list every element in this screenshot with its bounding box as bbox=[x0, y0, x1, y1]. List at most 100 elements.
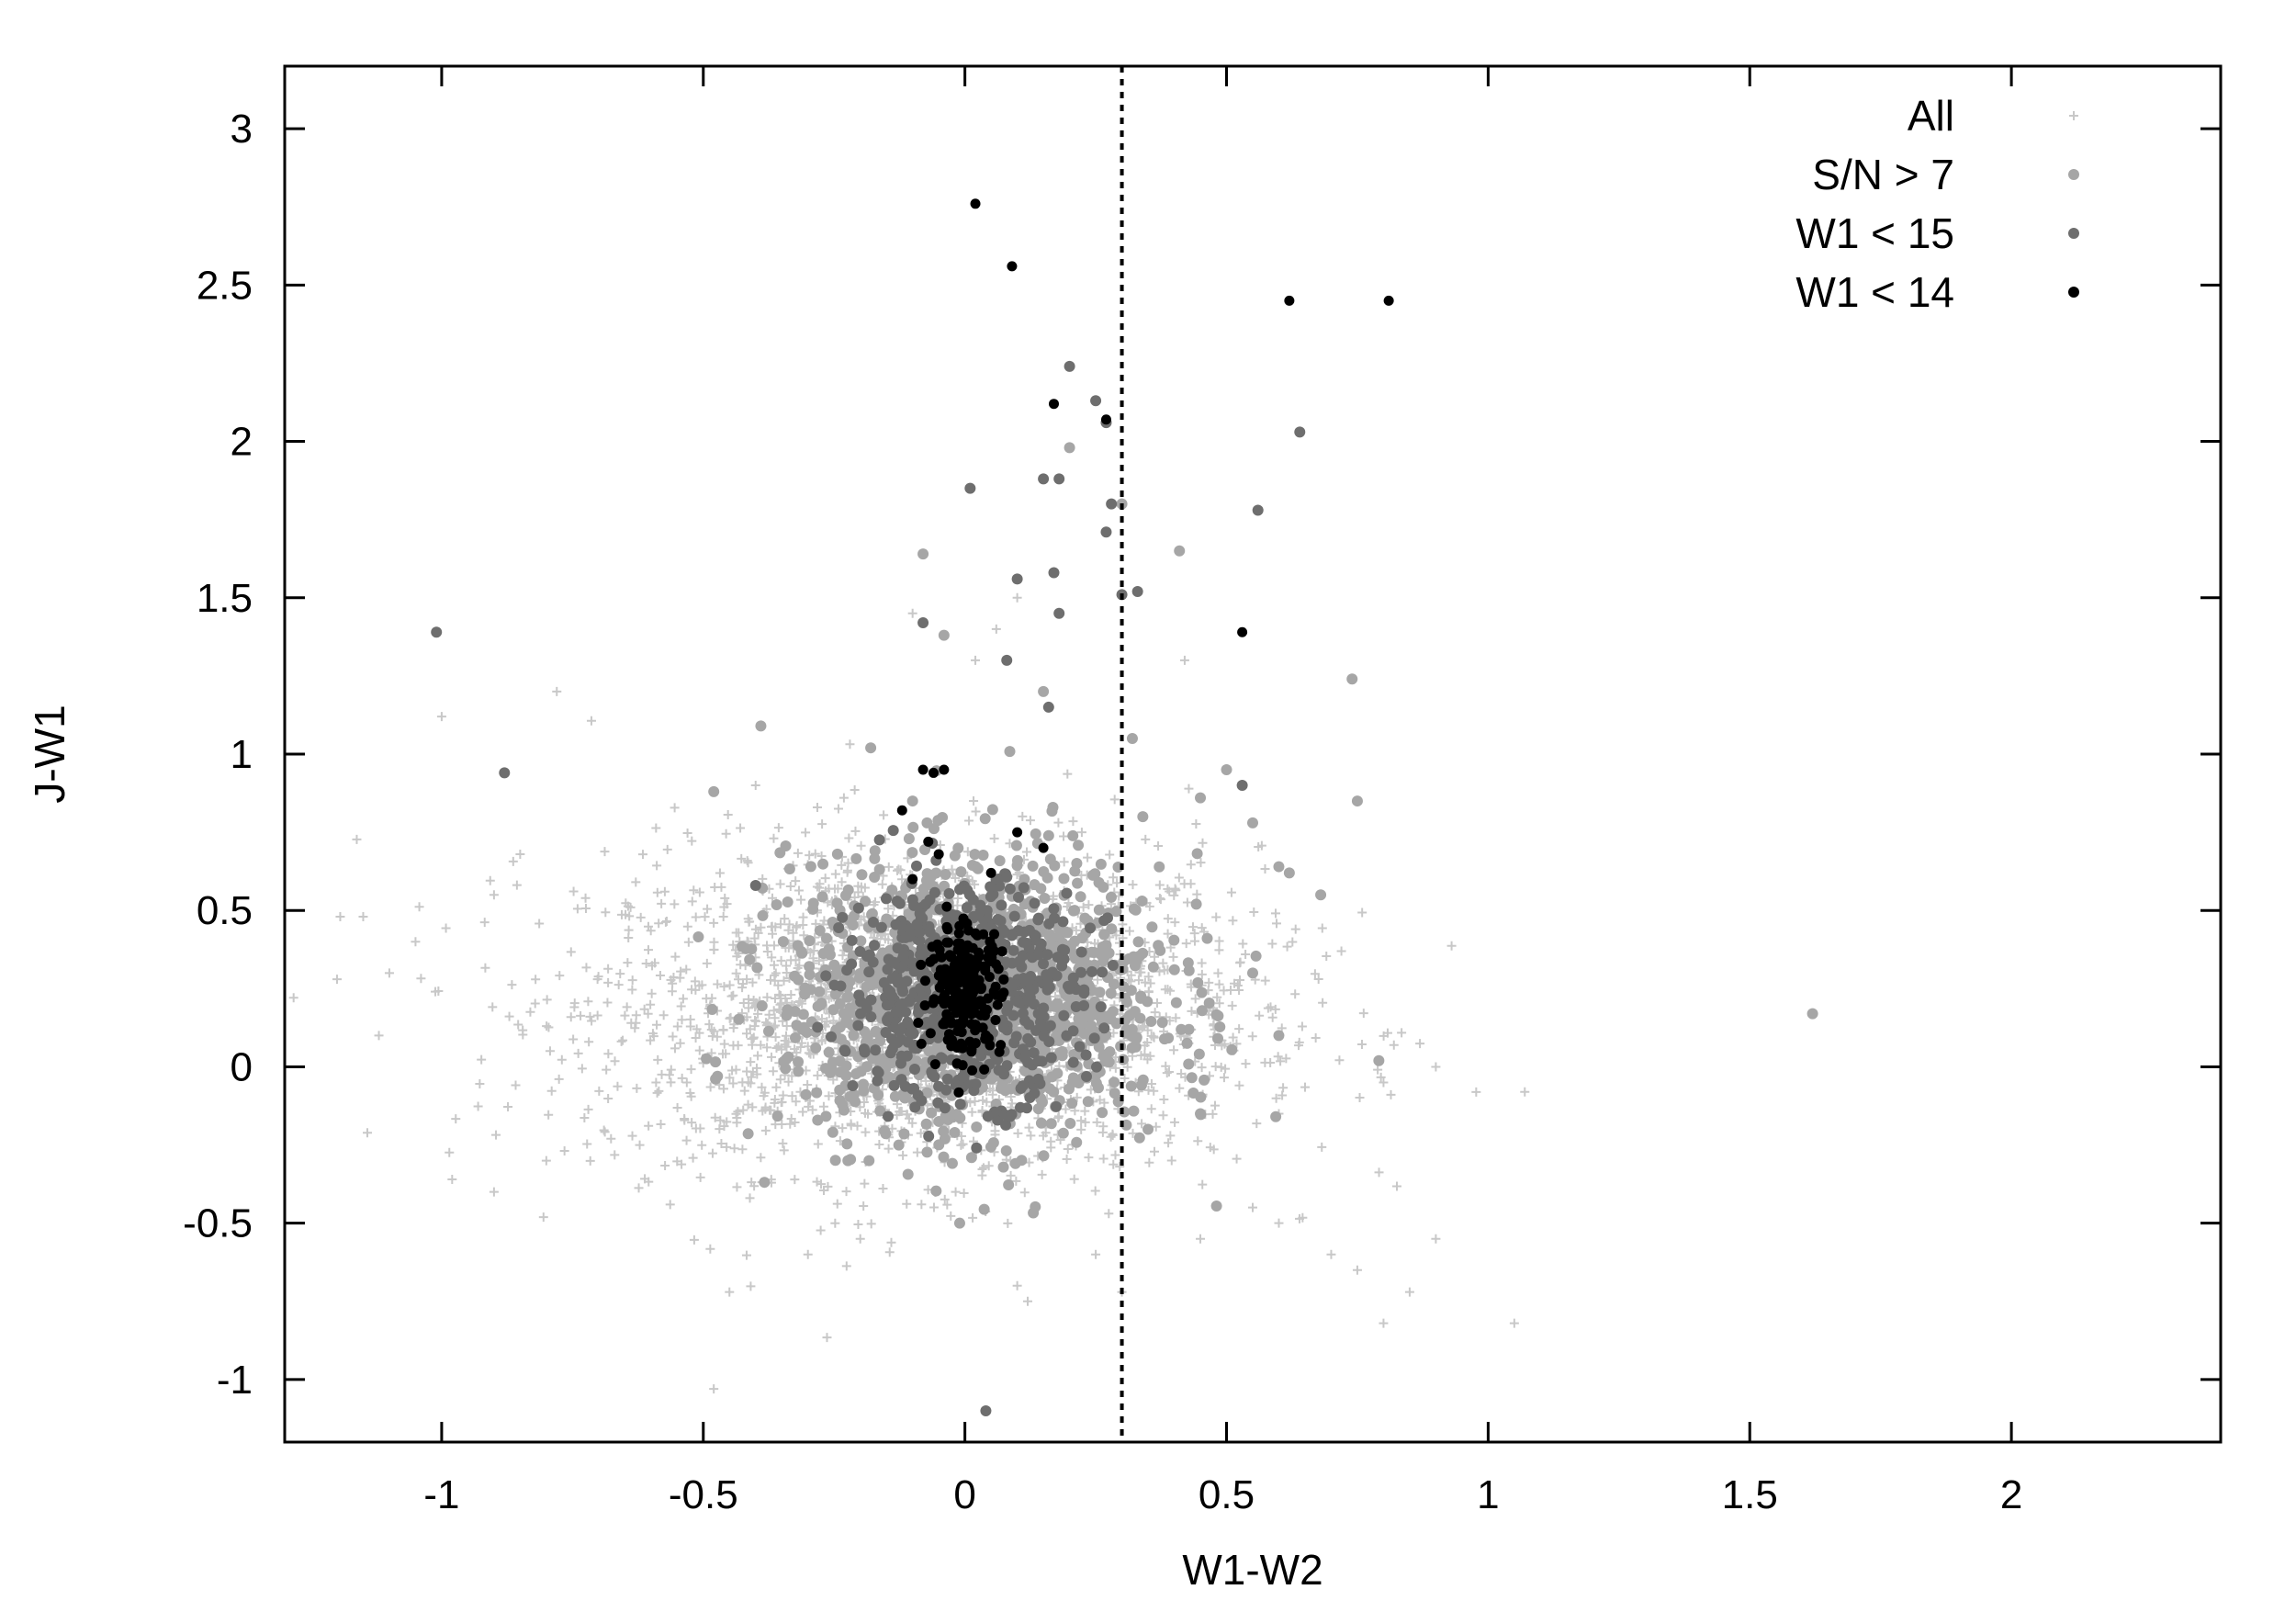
data-point bbox=[1007, 979, 1019, 991]
data-point bbox=[898, 1128, 910, 1140]
legend-label: S/N > 7 bbox=[1812, 151, 1954, 198]
data-point bbox=[511, 1080, 521, 1090]
data-point bbox=[805, 851, 815, 861]
data-point bbox=[766, 1105, 776, 1115]
data-point bbox=[1146, 1104, 1156, 1114]
data-point bbox=[933, 1139, 945, 1151]
data-point bbox=[672, 1021, 682, 1031]
data-point bbox=[1191, 819, 1201, 829]
data-point bbox=[958, 1139, 968, 1149]
data-point bbox=[1346, 673, 1358, 685]
data-point bbox=[841, 1187, 851, 1197]
data-point bbox=[768, 1066, 778, 1077]
data-point bbox=[986, 804, 998, 816]
data-point bbox=[949, 850, 961, 862]
x-tick-label: 1 bbox=[1477, 1472, 1499, 1517]
data-point bbox=[1042, 701, 1054, 713]
data-point bbox=[1043, 981, 1055, 993]
data-point bbox=[1097, 966, 1109, 978]
data-point bbox=[908, 899, 920, 911]
data-point bbox=[828, 1016, 838, 1026]
data-point bbox=[719, 982, 729, 992]
data-point bbox=[839, 1045, 851, 1057]
data-point bbox=[990, 1015, 1001, 1026]
data-point bbox=[932, 1041, 944, 1053]
data-point bbox=[751, 962, 763, 974]
data-point bbox=[955, 866, 967, 878]
data-point bbox=[967, 942, 978, 953]
data-point bbox=[1509, 1318, 1519, 1328]
data-point bbox=[1273, 1030, 1285, 1042]
data-point bbox=[941, 1009, 952, 1020]
data-point bbox=[760, 1125, 771, 1135]
data-point bbox=[1266, 1002, 1276, 1012]
data-point bbox=[970, 879, 980, 889]
data-point bbox=[938, 629, 950, 641]
data-point bbox=[1183, 1023, 1195, 1035]
data-point bbox=[1109, 1077, 1120, 1088]
data-point bbox=[1088, 1032, 1100, 1044]
data-point bbox=[850, 852, 862, 864]
data-point bbox=[743, 858, 753, 868]
data-point bbox=[733, 1107, 743, 1117]
data-point bbox=[989, 833, 999, 843]
data-point bbox=[1252, 504, 1264, 516]
data-point bbox=[811, 1087, 823, 1099]
data-point bbox=[791, 1020, 803, 1031]
data-point bbox=[824, 1091, 834, 1101]
y-tick-label: 3 bbox=[231, 107, 253, 152]
data-point bbox=[559, 1146, 569, 1156]
data-point bbox=[761, 1018, 771, 1028]
data-point bbox=[1084, 900, 1094, 910]
data-point bbox=[923, 1045, 935, 1057]
data-point bbox=[942, 1200, 952, 1210]
data-point bbox=[1124, 926, 1134, 936]
legend-marker bbox=[2068, 228, 2079, 239]
data-point bbox=[637, 850, 647, 860]
data-point bbox=[746, 1281, 756, 1291]
data-point bbox=[1032, 949, 1044, 961]
data-point bbox=[728, 1041, 738, 1051]
data-point bbox=[485, 875, 495, 885]
data-point bbox=[623, 958, 633, 968]
data-point bbox=[503, 1101, 513, 1111]
data-point bbox=[801, 828, 811, 838]
data-point bbox=[787, 1091, 797, 1101]
data-point bbox=[1000, 1144, 1012, 1156]
data-point bbox=[943, 1029, 954, 1040]
data-point bbox=[1248, 1202, 1257, 1212]
data-point bbox=[706, 1048, 716, 1058]
data-point bbox=[1019, 1188, 1030, 1198]
data-point bbox=[929, 1059, 940, 1070]
data-point bbox=[1083, 852, 1093, 862]
data-point bbox=[861, 951, 873, 963]
x-tick-label: 2 bbox=[2000, 1472, 2022, 1517]
data-point bbox=[1195, 1091, 1207, 1103]
data-point bbox=[792, 920, 802, 930]
data-point bbox=[1144, 901, 1154, 911]
data-point bbox=[652, 887, 662, 897]
data-point bbox=[893, 865, 903, 875]
data-point bbox=[924, 894, 936, 906]
data-point bbox=[1241, 1059, 1251, 1069]
data-point bbox=[651, 823, 661, 833]
data-point bbox=[1190, 994, 1200, 1004]
data-point bbox=[966, 1019, 977, 1030]
data-point bbox=[507, 980, 517, 990]
data-point bbox=[1310, 969, 1320, 979]
data-point bbox=[1098, 929, 1110, 941]
data-point bbox=[666, 1077, 676, 1088]
data-point bbox=[863, 966, 875, 978]
data-point bbox=[814, 986, 826, 998]
data-point bbox=[1241, 949, 1251, 959]
data-point bbox=[1052, 1067, 1064, 1079]
data-point bbox=[869, 845, 881, 857]
data-point bbox=[952, 893, 962, 903]
data-point bbox=[545, 1046, 555, 1056]
data-point bbox=[723, 810, 733, 820]
data-point bbox=[1006, 1170, 1016, 1180]
data-point bbox=[479, 918, 490, 928]
data-point bbox=[1080, 1106, 1090, 1116]
data-point bbox=[1271, 919, 1281, 929]
data-point bbox=[599, 1125, 609, 1135]
